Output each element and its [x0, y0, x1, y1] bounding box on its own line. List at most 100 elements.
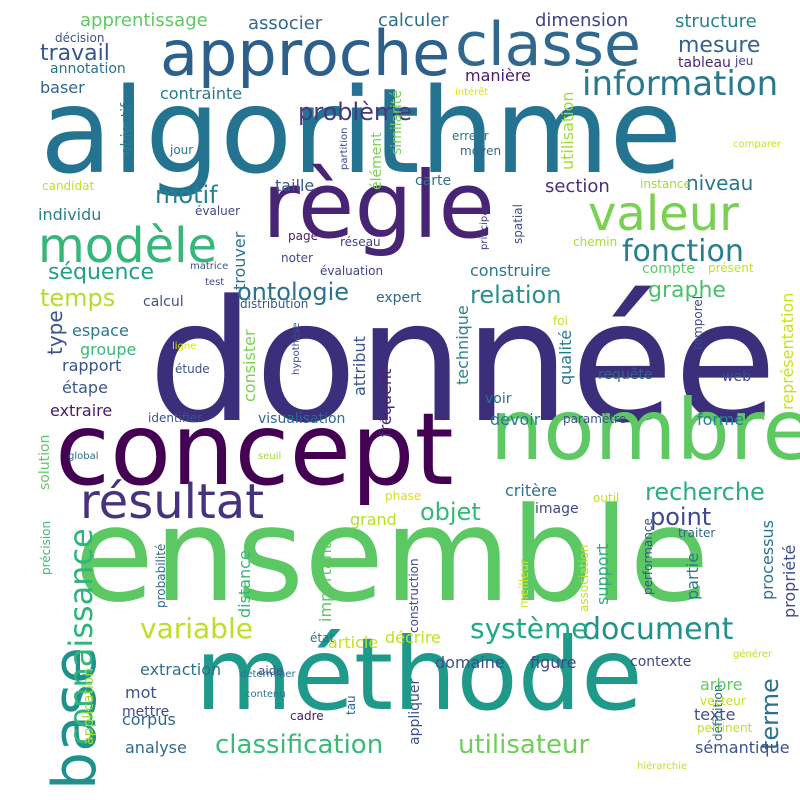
word-similarite: similarité: [389, 90, 405, 155]
word-ligne: ligne: [172, 341, 197, 352]
word-objectif: objectif: [119, 103, 135, 155]
word-frequent: fréquent: [376, 368, 395, 437]
word-tau: tau: [344, 695, 358, 715]
word-temps: temps: [40, 284, 116, 312]
word-vecteur: vecteur: [700, 694, 746, 708]
word-apprentissage: apprentissage: [80, 10, 208, 31]
word-meilleur: meilleur: [517, 559, 531, 608]
word-performance: performance: [641, 518, 655, 595]
word-structure: structure: [675, 11, 757, 32]
word-relation: relation: [470, 281, 562, 309]
word-espace: espace: [72, 321, 129, 340]
word-evaluer: évaluer: [195, 204, 241, 218]
word-moyen: moyen: [460, 144, 502, 158]
word-classification: classification: [215, 730, 384, 760]
word-expert: expert: [376, 290, 422, 306]
word-phase: phase: [385, 489, 422, 503]
word-compte: compte: [642, 261, 695, 277]
word-semantique: sémantique: [695, 738, 790, 757]
word-document: document: [582, 612, 734, 647]
word-point: point: [650, 503, 712, 531]
word-aide: aide: [258, 664, 284, 678]
word-solution: solution: [37, 434, 53, 490]
word-calcul: calcul: [143, 294, 184, 310]
word-motif: motif: [155, 181, 218, 209]
word-etape: étape: [62, 378, 108, 397]
word-principal: principal: [479, 206, 490, 250]
word-mesure: mesure: [678, 33, 761, 58]
word-consister: consister: [240, 329, 259, 402]
word-etude: étude: [175, 362, 210, 376]
word-article: article: [328, 633, 379, 652]
word-critere: critère: [505, 481, 558, 500]
word-association: association: [577, 544, 591, 612]
word-voir: voir: [485, 391, 512, 407]
word-contexte: contexte: [630, 654, 692, 670]
word-decrire: décrire: [385, 628, 441, 647]
word-analyse: analyse: [125, 738, 187, 757]
word-appliquer: appliquer: [407, 678, 423, 745]
word-rapport: rapport: [62, 356, 122, 375]
word-interet: intérêt: [455, 87, 489, 98]
word-chemin: chemin: [573, 235, 618, 249]
word-partie: partie: [683, 552, 702, 600]
word-definition: définition: [711, 684, 725, 741]
word-candidat: candidat: [42, 179, 95, 193]
word-ensemble: ensemble: [74, 479, 710, 631]
word-resultat: résultat: [80, 474, 265, 530]
word-systeme: système: [470, 612, 589, 645]
word-web: web: [722, 369, 751, 385]
word-sequence: séquence: [48, 260, 155, 285]
word-extraire: extraire: [50, 401, 113, 420]
word-application: application: [81, 667, 97, 745]
word-reseau: réseau: [340, 235, 381, 249]
word-element: élément: [369, 132, 385, 190]
word-travail: travail: [40, 41, 110, 66]
word-identifier: identifier: [148, 411, 202, 425]
word-global: global: [68, 451, 99, 462]
word-spatial: spatial: [511, 204, 525, 244]
word-support: support: [593, 543, 612, 605]
word-construire: construire: [470, 261, 551, 280]
word-individu: individu: [38, 205, 102, 224]
word-utilisation: utilisation: [558, 91, 577, 170]
word-variable: variable: [140, 612, 253, 645]
word-contrainte: contrainte: [160, 84, 243, 103]
word-representation: représentation: [778, 292, 797, 410]
word-forme: forme: [697, 410, 745, 429]
word-concept: concept: [55, 391, 454, 508]
word-groupe: groupe: [80, 340, 137, 359]
word-hypothese: hypothèse: [291, 322, 302, 376]
word-parametre: paramètre: [563, 412, 627, 426]
word-probleme: problème: [298, 98, 413, 126]
word-domaine: domaine: [435, 653, 505, 672]
word-regle: règle: [262, 152, 495, 259]
word-jour: jour: [170, 143, 194, 157]
word-utilisateur: utilisateur: [458, 730, 590, 760]
word-attribut: attribut: [350, 336, 369, 396]
word-tableau: tableau: [678, 55, 731, 71]
word-grand: grand: [350, 510, 397, 529]
word-test: test: [205, 277, 225, 288]
word-maniere: manière: [465, 66, 531, 85]
word-valeur: valeur: [588, 186, 739, 242]
word-evaluation: évaluation: [320, 264, 384, 278]
word-cadre: cadre: [290, 709, 324, 723]
word-type: type: [43, 310, 67, 355]
word-propriete: propriété: [780, 544, 799, 618]
word-partition: partition: [339, 127, 350, 170]
word-decision: décision: [55, 31, 105, 45]
word-matrice: matrice: [190, 261, 229, 272]
word-fonction: fonction: [622, 234, 744, 269]
word-arbre: arbre: [700, 675, 743, 694]
word-classe: classe: [455, 10, 641, 80]
word-hierarchie: hiérarchie: [637, 761, 688, 772]
word-erreur: erreur: [452, 129, 489, 143]
word-ontologie: ontologie: [237, 278, 350, 306]
word-approche: approche: [160, 17, 451, 90]
word-important: important: [316, 542, 335, 622]
word-noter: noter: [281, 251, 313, 265]
word-algorithme: algorithme: [40, 62, 683, 200]
word-page: page: [288, 229, 318, 243]
word-precision: précision: [39, 520, 53, 575]
